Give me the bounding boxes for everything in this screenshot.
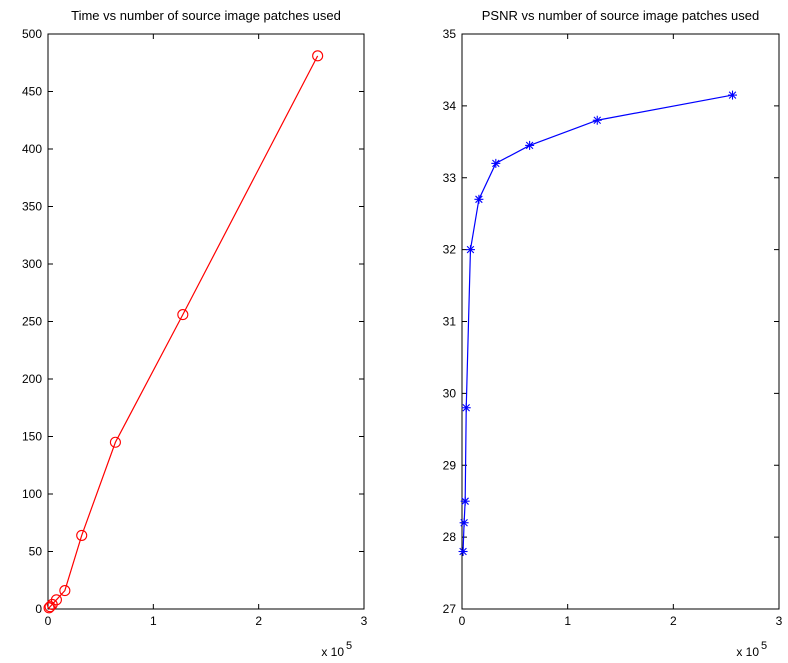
series-line bbox=[462, 94, 733, 552]
marker-stroke bbox=[462, 403, 470, 412]
marker-stroke bbox=[593, 116, 602, 125]
y-tick-label: 300 bbox=[22, 257, 42, 271]
y-tick-label: 27 bbox=[443, 602, 457, 616]
data-point bbox=[525, 140, 535, 150]
series-line bbox=[48, 55, 319, 609]
marker-stroke bbox=[461, 497, 469, 505]
data-point bbox=[312, 50, 324, 62]
data-point bbox=[177, 309, 189, 321]
x-tick-label: 0 bbox=[459, 614, 466, 628]
marker-stroke bbox=[525, 141, 534, 150]
data-point bbox=[44, 601, 56, 613]
y-tick-label: 33 bbox=[443, 171, 457, 185]
marker-stroke bbox=[459, 547, 467, 556]
y-tick-label: 450 bbox=[22, 85, 42, 99]
marker-stroke bbox=[475, 195, 483, 204]
x-multiplier-exponent: 5 bbox=[761, 640, 767, 652]
x-tick-label: 0 bbox=[45, 614, 52, 628]
y-tick-label: 500 bbox=[22, 27, 42, 41]
y-tick-label: 35 bbox=[443, 27, 457, 41]
axes-box bbox=[47, 33, 365, 610]
y-tick-label: 100 bbox=[22, 487, 42, 501]
y-tick-label: 31 bbox=[443, 315, 457, 329]
x-multiplier: x 10 bbox=[736, 645, 759, 659]
x-tick-label: 3 bbox=[776, 614, 783, 628]
data-point bbox=[59, 585, 71, 597]
x-tick-label: 3 bbox=[361, 614, 368, 628]
data-point bbox=[728, 90, 738, 100]
data-point bbox=[592, 115, 602, 125]
y-tick-label: 34 bbox=[443, 99, 457, 113]
data-point bbox=[109, 436, 121, 448]
data-point bbox=[461, 403, 471, 413]
time-chart: Time vs number of source image patches u… bbox=[22, 8, 368, 659]
y-tick-label: 28 bbox=[443, 530, 457, 544]
chart-title: PSNR vs number of source image patches u… bbox=[482, 8, 759, 23]
data-point bbox=[460, 496, 470, 506]
chart-title: Time vs number of source image patches u… bbox=[71, 8, 341, 23]
psnr-chart: PSNR vs number of source image patches u… bbox=[443, 8, 783, 659]
marker-stroke bbox=[460, 518, 468, 527]
y-tick-label: 150 bbox=[22, 430, 42, 444]
data-point bbox=[50, 594, 62, 606]
data-point bbox=[76, 529, 88, 541]
data-point bbox=[474, 194, 484, 204]
y-tick-label: 400 bbox=[22, 142, 42, 156]
x-multiplier-exponent: 5 bbox=[346, 640, 352, 652]
x-tick-label: 2 bbox=[670, 614, 677, 628]
marker-stroke bbox=[492, 159, 500, 168]
x-tick-label: 1 bbox=[564, 614, 571, 628]
data-point bbox=[491, 158, 501, 168]
y-tick-label: 350 bbox=[22, 200, 42, 214]
y-tick-label: 32 bbox=[443, 243, 457, 257]
y-tick-label: 250 bbox=[22, 315, 42, 329]
marker-stroke bbox=[728, 91, 737, 99]
x-multiplier: x 10 bbox=[321, 645, 344, 659]
y-tick-label: 200 bbox=[22, 372, 42, 386]
y-tick-label: 29 bbox=[443, 458, 457, 472]
y-tick-label: 30 bbox=[443, 386, 457, 400]
y-tick-label: 50 bbox=[29, 545, 43, 559]
y-tick-label: 0 bbox=[35, 602, 42, 616]
data-point bbox=[43, 602, 55, 614]
x-tick-label: 2 bbox=[255, 614, 262, 628]
marker-stroke bbox=[466, 245, 475, 254]
x-tick-label: 1 bbox=[150, 614, 157, 628]
data-point bbox=[465, 245, 475, 255]
data-point bbox=[458, 547, 468, 556]
data-point bbox=[459, 518, 469, 528]
axes-box bbox=[461, 33, 780, 610]
